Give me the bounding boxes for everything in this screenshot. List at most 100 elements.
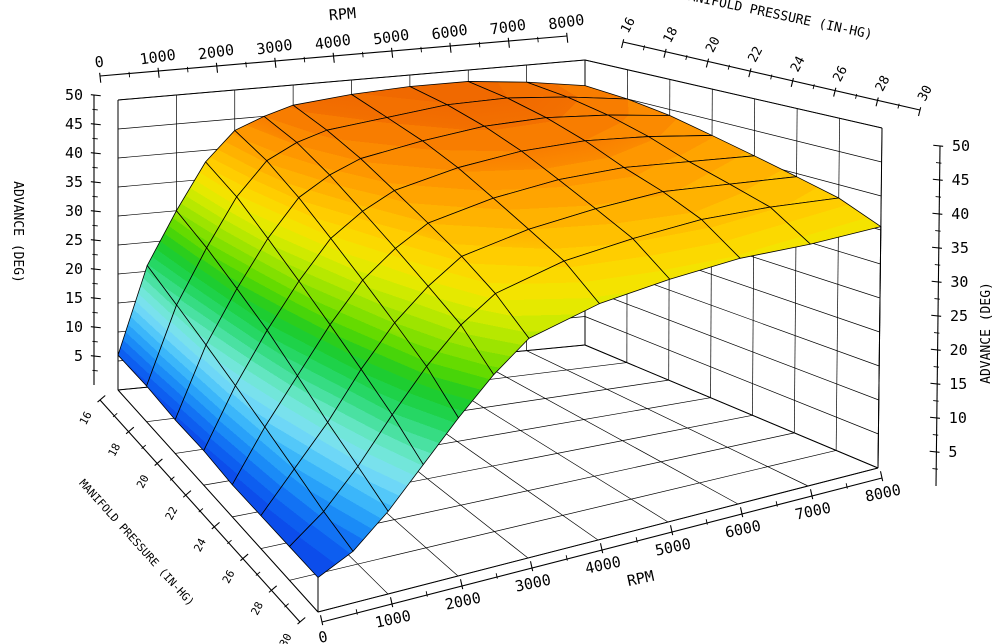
tick-label-map-bottom-left: 28 bbox=[248, 600, 266, 618]
tick-label-map-bottom-left: 22 bbox=[163, 504, 181, 522]
major-tick bbox=[125, 426, 135, 435]
right-wall-grid-line bbox=[584, 287, 879, 401]
minor-tick bbox=[897, 103, 900, 109]
major-tick bbox=[215, 62, 219, 73]
floor-grid-line bbox=[468, 355, 739, 505]
minor-tick bbox=[112, 412, 118, 418]
minor-tick bbox=[934, 264, 941, 266]
tick-label-advance-left: 50 bbox=[65, 86, 83, 104]
box-edge bbox=[117, 389, 319, 613]
right-wall-grid-line bbox=[584, 88, 882, 163]
minor-tick bbox=[92, 137, 98, 140]
axis-title-rpm-top: RPM bbox=[328, 4, 357, 24]
tick-label-map-bottom-left: 16 bbox=[77, 409, 95, 427]
minor-tick bbox=[92, 311, 98, 314]
tick-label-advance-right: 20 bbox=[950, 341, 968, 359]
major-tick bbox=[449, 42, 452, 53]
tick-label-rpm-top: 4000 bbox=[314, 31, 352, 54]
tick-label-map-bottom-left: 18 bbox=[106, 441, 124, 459]
tick-label-advance-right: 15 bbox=[949, 375, 967, 393]
minor-tick bbox=[495, 573, 498, 579]
minor-tick bbox=[92, 253, 98, 256]
major-tick bbox=[332, 52, 335, 63]
major-tick bbox=[663, 48, 667, 58]
major-tick bbox=[99, 72, 102, 83]
tick-label-rpm-top: 3000 bbox=[255, 36, 293, 59]
minor-tick bbox=[775, 501, 778, 507]
major-tick bbox=[739, 507, 744, 518]
major-tick bbox=[933, 144, 944, 147]
minor-tick bbox=[935, 196, 942, 198]
tick-label-advance-left: 25 bbox=[65, 231, 83, 249]
tick-label-rpm-top: 2000 bbox=[197, 41, 235, 64]
major-tick bbox=[599, 543, 604, 554]
minor-tick bbox=[770, 74, 773, 80]
tick-label-map-top: 16 bbox=[618, 15, 639, 36]
major-tick bbox=[90, 181, 101, 184]
major-tick bbox=[90, 94, 101, 97]
minor-tick bbox=[727, 64, 730, 70]
tick-label-map-top: 20 bbox=[703, 34, 724, 55]
minor-tick bbox=[478, 41, 481, 48]
minor-tick bbox=[227, 539, 232, 545]
tick-label-rpm-top: 6000 bbox=[430, 21, 468, 44]
tick-label-advance-right: 5 bbox=[948, 443, 957, 461]
tick-label-rpm-top: 8000 bbox=[547, 11, 585, 34]
tick-label-advance-left: 45 bbox=[65, 115, 83, 133]
tick-label-advance-left: 15 bbox=[65, 289, 83, 307]
minor-tick bbox=[141, 444, 147, 449]
minor-tick bbox=[935, 230, 941, 232]
right-wall-grid-line bbox=[584, 316, 879, 435]
minor-tick bbox=[92, 166, 98, 169]
major-tick bbox=[240, 553, 249, 562]
major-tick bbox=[566, 32, 569, 43]
tick-label-map-top: 18 bbox=[661, 25, 682, 46]
major-tick bbox=[90, 152, 101, 155]
major-tick bbox=[669, 525, 674, 536]
major-tick bbox=[705, 58, 710, 68]
tick-label-map-bottom-left: 20 bbox=[134, 473, 152, 491]
major-tick bbox=[90, 268, 101, 271]
major-tick bbox=[90, 297, 101, 300]
major-tick bbox=[90, 355, 101, 358]
major-tick bbox=[875, 97, 879, 107]
minor-tick bbox=[425, 591, 428, 597]
tick-label-advance-left: 35 bbox=[65, 173, 83, 191]
minor-tick bbox=[642, 45, 646, 51]
minor-tick bbox=[812, 84, 815, 90]
tick-label-advance-left: 40 bbox=[65, 144, 83, 162]
minor-tick bbox=[855, 93, 858, 99]
major-tick bbox=[931, 246, 943, 249]
major-tick bbox=[929, 416, 941, 419]
minor-tick bbox=[565, 555, 568, 561]
major-tick bbox=[390, 47, 394, 58]
minor-tick bbox=[845, 483, 848, 489]
minor-tick bbox=[255, 571, 261, 576]
major-tick bbox=[931, 314, 942, 317]
minor-tick bbox=[933, 332, 940, 334]
tick-label-advance-right: 45 bbox=[952, 171, 970, 189]
major-tick bbox=[157, 67, 160, 78]
box-edge bbox=[584, 344, 879, 469]
major-tick bbox=[274, 57, 277, 68]
tick-label-rpm-bottom: 0 bbox=[317, 627, 330, 644]
major-tick bbox=[790, 77, 794, 87]
floor-grid-line bbox=[526, 350, 809, 487]
minor-tick bbox=[932, 434, 939, 436]
major-tick bbox=[809, 489, 814, 500]
tick-label-map-top: 30 bbox=[915, 83, 936, 104]
tick-label-map-bottom-left: 24 bbox=[191, 536, 209, 554]
tick-label-advance-right: 35 bbox=[951, 239, 969, 257]
tick-label-rpm-top: 5000 bbox=[372, 26, 410, 49]
floor-grid-line bbox=[289, 450, 837, 581]
tick-label-advance-left: 20 bbox=[65, 260, 83, 278]
minor-tick bbox=[92, 282, 98, 285]
major-tick bbox=[154, 458, 163, 466]
axis-title-rpm-bottom: RPM bbox=[625, 567, 655, 590]
tick-label-advance-left: 10 bbox=[65, 318, 83, 336]
tick-label-advance-right: 10 bbox=[949, 409, 967, 427]
tick-label-advance-right: 40 bbox=[951, 205, 969, 223]
major-tick bbox=[930, 382, 941, 385]
axis-title-advance-right: ADVANCE (DEG) bbox=[979, 282, 994, 384]
major-tick bbox=[931, 280, 942, 283]
